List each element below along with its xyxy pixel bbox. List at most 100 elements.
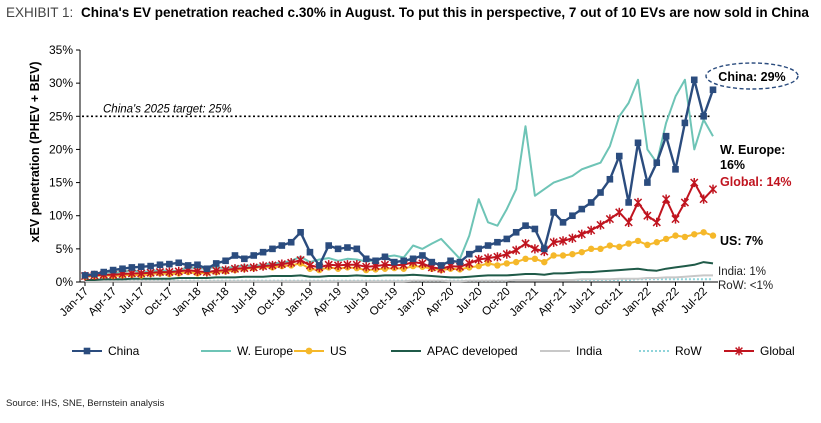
data-point-cross bbox=[230, 264, 240, 274]
data-point-square bbox=[690, 76, 698, 84]
data-point-square bbox=[287, 238, 295, 246]
x-tick-label: Oct-18 bbox=[255, 286, 288, 319]
data-point-square bbox=[91, 270, 98, 278]
data-point-square bbox=[569, 212, 576, 220]
y-tick-label: 30% bbox=[49, 76, 73, 90]
data-point-cross bbox=[305, 260, 315, 271]
data-point-circle bbox=[531, 255, 539, 262]
exhibit-label: EXHIBIT 1: bbox=[6, 5, 74, 20]
data-point-cross bbox=[680, 197, 690, 208]
legend-item-apac-developed: APAC developed bbox=[391, 344, 518, 358]
data-point-square bbox=[259, 248, 267, 256]
x-tick-label: Oct-20 bbox=[480, 286, 513, 319]
x-tick-label: Oct-19 bbox=[368, 286, 401, 319]
data-point-square bbox=[128, 264, 136, 271]
data-point-cross bbox=[362, 262, 371, 272]
x-tick-label: Jul-17 bbox=[117, 286, 148, 317]
data-point-cross bbox=[137, 268, 146, 278]
y-tick-label: 10% bbox=[49, 209, 73, 223]
x-tick-label: Oct-21 bbox=[592, 286, 625, 319]
data-point-cross bbox=[671, 214, 680, 224]
data-point-circle bbox=[494, 262, 501, 269]
data-point-cross bbox=[605, 214, 615, 224]
target-reference-line: China's 2025 target: 25% bbox=[82, 103, 712, 118]
data-point-square bbox=[156, 261, 164, 269]
data-point-cross bbox=[343, 260, 352, 270]
data-point-square bbox=[606, 175, 614, 183]
data-point-square bbox=[475, 245, 482, 253]
data-point-cross bbox=[558, 236, 568, 246]
data-point-square bbox=[550, 209, 557, 216]
data-point-cross bbox=[502, 249, 511, 259]
weurope-annotation-line1: W. Europe: bbox=[720, 143, 785, 157]
data-point-square bbox=[409, 255, 417, 263]
data-point-square bbox=[615, 152, 623, 160]
data-point-square bbox=[681, 119, 689, 127]
data-point-circle bbox=[305, 347, 313, 355]
data-point-cross bbox=[735, 346, 743, 356]
data-point-square bbox=[353, 245, 361, 253]
india-annotation: India: 1% bbox=[718, 266, 766, 278]
global-annotation: Global: 14% bbox=[720, 175, 792, 189]
data-point-circle bbox=[672, 232, 679, 239]
data-point-cross bbox=[652, 217, 661, 227]
exhibit-headline: China's EV penetration reached c.30% in … bbox=[81, 5, 809, 20]
data-point-cross bbox=[708, 184, 718, 194]
data-point-cross bbox=[174, 266, 183, 276]
data-point-circle bbox=[653, 239, 660, 246]
data-point-square bbox=[634, 139, 642, 147]
data-point-circle bbox=[700, 229, 707, 236]
legend-label-row: RoW bbox=[675, 344, 702, 358]
x-tick-label: Apr-17 bbox=[86, 286, 119, 319]
data-point-square bbox=[334, 245, 342, 253]
data-point-square bbox=[372, 257, 379, 265]
data-point-square bbox=[456, 258, 464, 266]
data-point-cross bbox=[146, 268, 155, 278]
data-point-square bbox=[194, 261, 201, 269]
y-tick-label: 25% bbox=[49, 109, 73, 123]
data-point-square bbox=[503, 235, 511, 243]
series-line-apac-developed bbox=[85, 261, 714, 281]
x-tick-label: Apr-22 bbox=[649, 286, 682, 319]
us-annotation: US: 7% bbox=[720, 234, 763, 248]
data-point-cross bbox=[633, 197, 643, 208]
x-tick-label: Jul-22 bbox=[679, 286, 710, 317]
legend-label-apac-developed: APAC developed bbox=[427, 344, 518, 358]
legend-item-w-europe: W. Europe bbox=[201, 344, 293, 358]
data-point-square bbox=[428, 258, 436, 266]
data-point-cross bbox=[577, 229, 586, 239]
china-annotation: China: 29% bbox=[718, 70, 785, 84]
data-point-square bbox=[381, 253, 389, 261]
data-point-cross bbox=[296, 255, 305, 265]
data-point-circle bbox=[484, 260, 492, 267]
data-point-square bbox=[465, 250, 473, 258]
legend-item-row: RoW bbox=[639, 344, 702, 358]
data-point-cross bbox=[277, 259, 286, 269]
series-india bbox=[85, 274, 713, 283]
data-point-square bbox=[578, 205, 586, 213]
data-point-square bbox=[100, 268, 108, 276]
data-point-square bbox=[447, 257, 454, 265]
data-point-square bbox=[203, 265, 211, 273]
data-point-square bbox=[231, 252, 239, 259]
data-point-square bbox=[175, 259, 183, 267]
data-point-cross bbox=[258, 261, 268, 271]
legend-label-china: China bbox=[108, 344, 140, 358]
x-tick-label: Apr-20 bbox=[424, 286, 457, 319]
data-point-square bbox=[644, 179, 651, 186]
chart-axes: 0% 5% 10% 15% 20% 25% 30% 35% Jan-17Apr-17Jul-17… bbox=[49, 43, 718, 319]
y-tick-label: 0% bbox=[56, 275, 74, 289]
data-point-cross bbox=[193, 266, 202, 276]
data-point-cross bbox=[493, 252, 502, 262]
data-point-cross bbox=[221, 265, 230, 275]
data-point-circle bbox=[512, 258, 520, 266]
legend-item-global: Global bbox=[724, 344, 795, 358]
data-point-cross bbox=[699, 194, 708, 204]
data-point-circle bbox=[578, 248, 585, 256]
data-point-cross bbox=[530, 244, 540, 254]
series-apac-developed bbox=[85, 261, 714, 281]
data-point-circle bbox=[559, 252, 567, 259]
data-point-cross bbox=[483, 253, 493, 263]
y-tick-label: 5% bbox=[56, 242, 74, 256]
data-point-square bbox=[137, 263, 145, 271]
